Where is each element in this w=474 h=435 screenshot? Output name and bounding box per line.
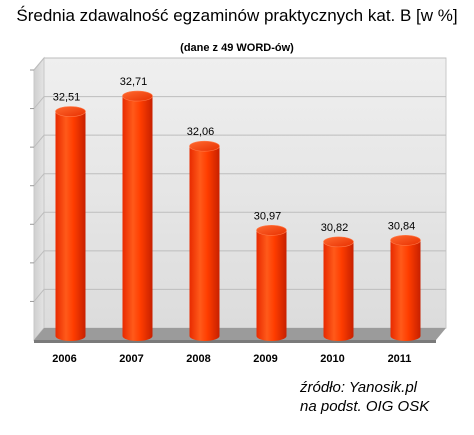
x-tick-labels: 2006 2007 2008 2009 2010 2011 <box>52 353 411 365</box>
grid-line <box>33 96 446 109</box>
value-label: 30,84 <box>388 220 416 232</box>
grid-line <box>33 211 446 225</box>
chart-title: Średnia zdawalność egzaminów praktycznyc… <box>16 6 458 25</box>
bar-top <box>256 225 287 236</box>
floor <box>34 328 446 340</box>
bar <box>55 106 86 342</box>
bar-top <box>189 140 220 152</box>
bar-body <box>323 241 354 342</box>
chart-subtitle: (dane z 49 WORD-ów) <box>180 42 294 54</box>
source-line-2: na podst. OIG OSK <box>300 398 430 415</box>
bar <box>390 235 421 342</box>
back-wall <box>43 57 447 329</box>
x-tick-label: 2006 <box>52 353 76 365</box>
value-label: 32,06 <box>187 126 215 138</box>
value-labels: 32,51 32,71 32,06 30,97 30,82 30,84 <box>53 76 416 234</box>
bar-body <box>122 96 153 342</box>
bar-body <box>390 240 421 342</box>
value-label: 32,51 <box>53 92 81 104</box>
grid-line <box>33 57 446 71</box>
grid-line <box>33 134 446 148</box>
bar-body <box>55 111 86 342</box>
value-label: 32,71 <box>120 76 148 88</box>
grid-line <box>33 250 446 264</box>
floor-edge <box>34 340 436 343</box>
bar <box>256 225 287 342</box>
source-line-1: źródło: Yanosik.pl <box>300 379 418 396</box>
side-wall <box>33 56 45 342</box>
x-tick-label: 2011 <box>388 353 412 365</box>
bar-top <box>323 236 354 248</box>
chart-frame <box>33 56 447 343</box>
grid-line <box>33 173 446 187</box>
bar-top <box>390 235 421 246</box>
grid-lines <box>30 57 446 302</box>
grid-line <box>33 288 446 302</box>
x-tick-label: 2010 <box>320 353 344 365</box>
value-label: 30,97 <box>254 210 282 222</box>
bar-top <box>122 90 153 102</box>
bars <box>55 90 421 342</box>
x-tick-label: 2008 <box>186 353 210 365</box>
bar <box>323 236 354 342</box>
x-tick-label: 2007 <box>119 353 143 365</box>
x-tick-label: 2009 <box>253 353 277 365</box>
bar-body <box>189 146 220 342</box>
bar-top <box>55 106 86 117</box>
bar <box>189 140 220 342</box>
bar-body <box>256 230 287 342</box>
source-note: źródło: Yanosik.pl na podst. OIG OSK <box>300 378 429 416</box>
value-label: 30,82 <box>321 222 349 234</box>
bar <box>122 90 153 342</box>
